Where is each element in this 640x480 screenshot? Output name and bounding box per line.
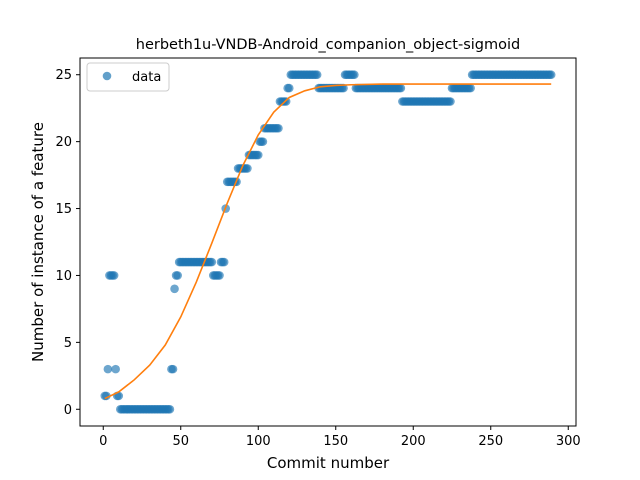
legend-frame — [86, 62, 170, 92]
data-point-7 — [111, 364, 120, 374]
x-tick-label-0: 0 — [99, 434, 107, 449]
sigmoid-fit-line — [104, 83, 552, 400]
data-point-112 — [274, 123, 283, 133]
x-tick-label-100: 100 — [246, 434, 271, 449]
x-tick-label-50: 50 — [172, 434, 189, 449]
chart-title: herbeth1u-VNDB-Android_companion_object-… — [136, 37, 521, 53]
y-tick-label-25: 25 — [55, 68, 72, 83]
x-tick-label-300: 300 — [556, 434, 581, 449]
x-axis-label: Commit number — [267, 454, 390, 472]
x-tick-label-250: 250 — [478, 434, 503, 449]
x-tick-label-150: 150 — [323, 434, 348, 449]
y-tick-label-5: 5 — [64, 336, 72, 351]
data-point-119 — [284, 83, 294, 93]
data-point-44 — [168, 364, 178, 374]
data-point-161 — [350, 70, 359, 80]
data-point-77 — [219, 257, 229, 267]
data-point-102 — [258, 137, 268, 146]
legend-marker-data — [102, 71, 112, 81]
y-tick-label-10: 10 — [55, 269, 72, 284]
legend: data — [86, 62, 170, 92]
data-point-288 — [546, 70, 556, 80]
y-axis-label: Number of instance of a feature — [29, 122, 47, 362]
data-point-6 — [109, 271, 119, 280]
data-point-223 — [446, 97, 455, 106]
data-point-69 — [207, 257, 217, 267]
y-tick-label-0: 0 — [64, 403, 72, 418]
y-tick-label-15: 15 — [55, 202, 72, 217]
data-point-42 — [165, 404, 175, 414]
data-point-2 — [103, 364, 113, 374]
y-tick-label-20: 20 — [55, 135, 72, 150]
data-point-236 — [466, 83, 475, 93]
data-point-92 — [243, 164, 252, 173]
plot-area — [100, 70, 556, 414]
data-point-191 — [396, 83, 406, 93]
data-point-137 — [312, 70, 322, 80]
data-point-1 — [102, 391, 111, 401]
data-point-45 — [170, 284, 179, 294]
x-tick-label-200: 200 — [401, 434, 426, 449]
axes-frame — [79, 57, 577, 427]
data-point-99 — [253, 150, 263, 160]
legend-label-data: data — [132, 70, 161, 85]
data-point-47 — [173, 271, 182, 280]
data-point-74 — [215, 271, 224, 280]
axes: 0 50 100 150 200 250 300 0 5 10 15 20 25 — [55, 57, 581, 449]
